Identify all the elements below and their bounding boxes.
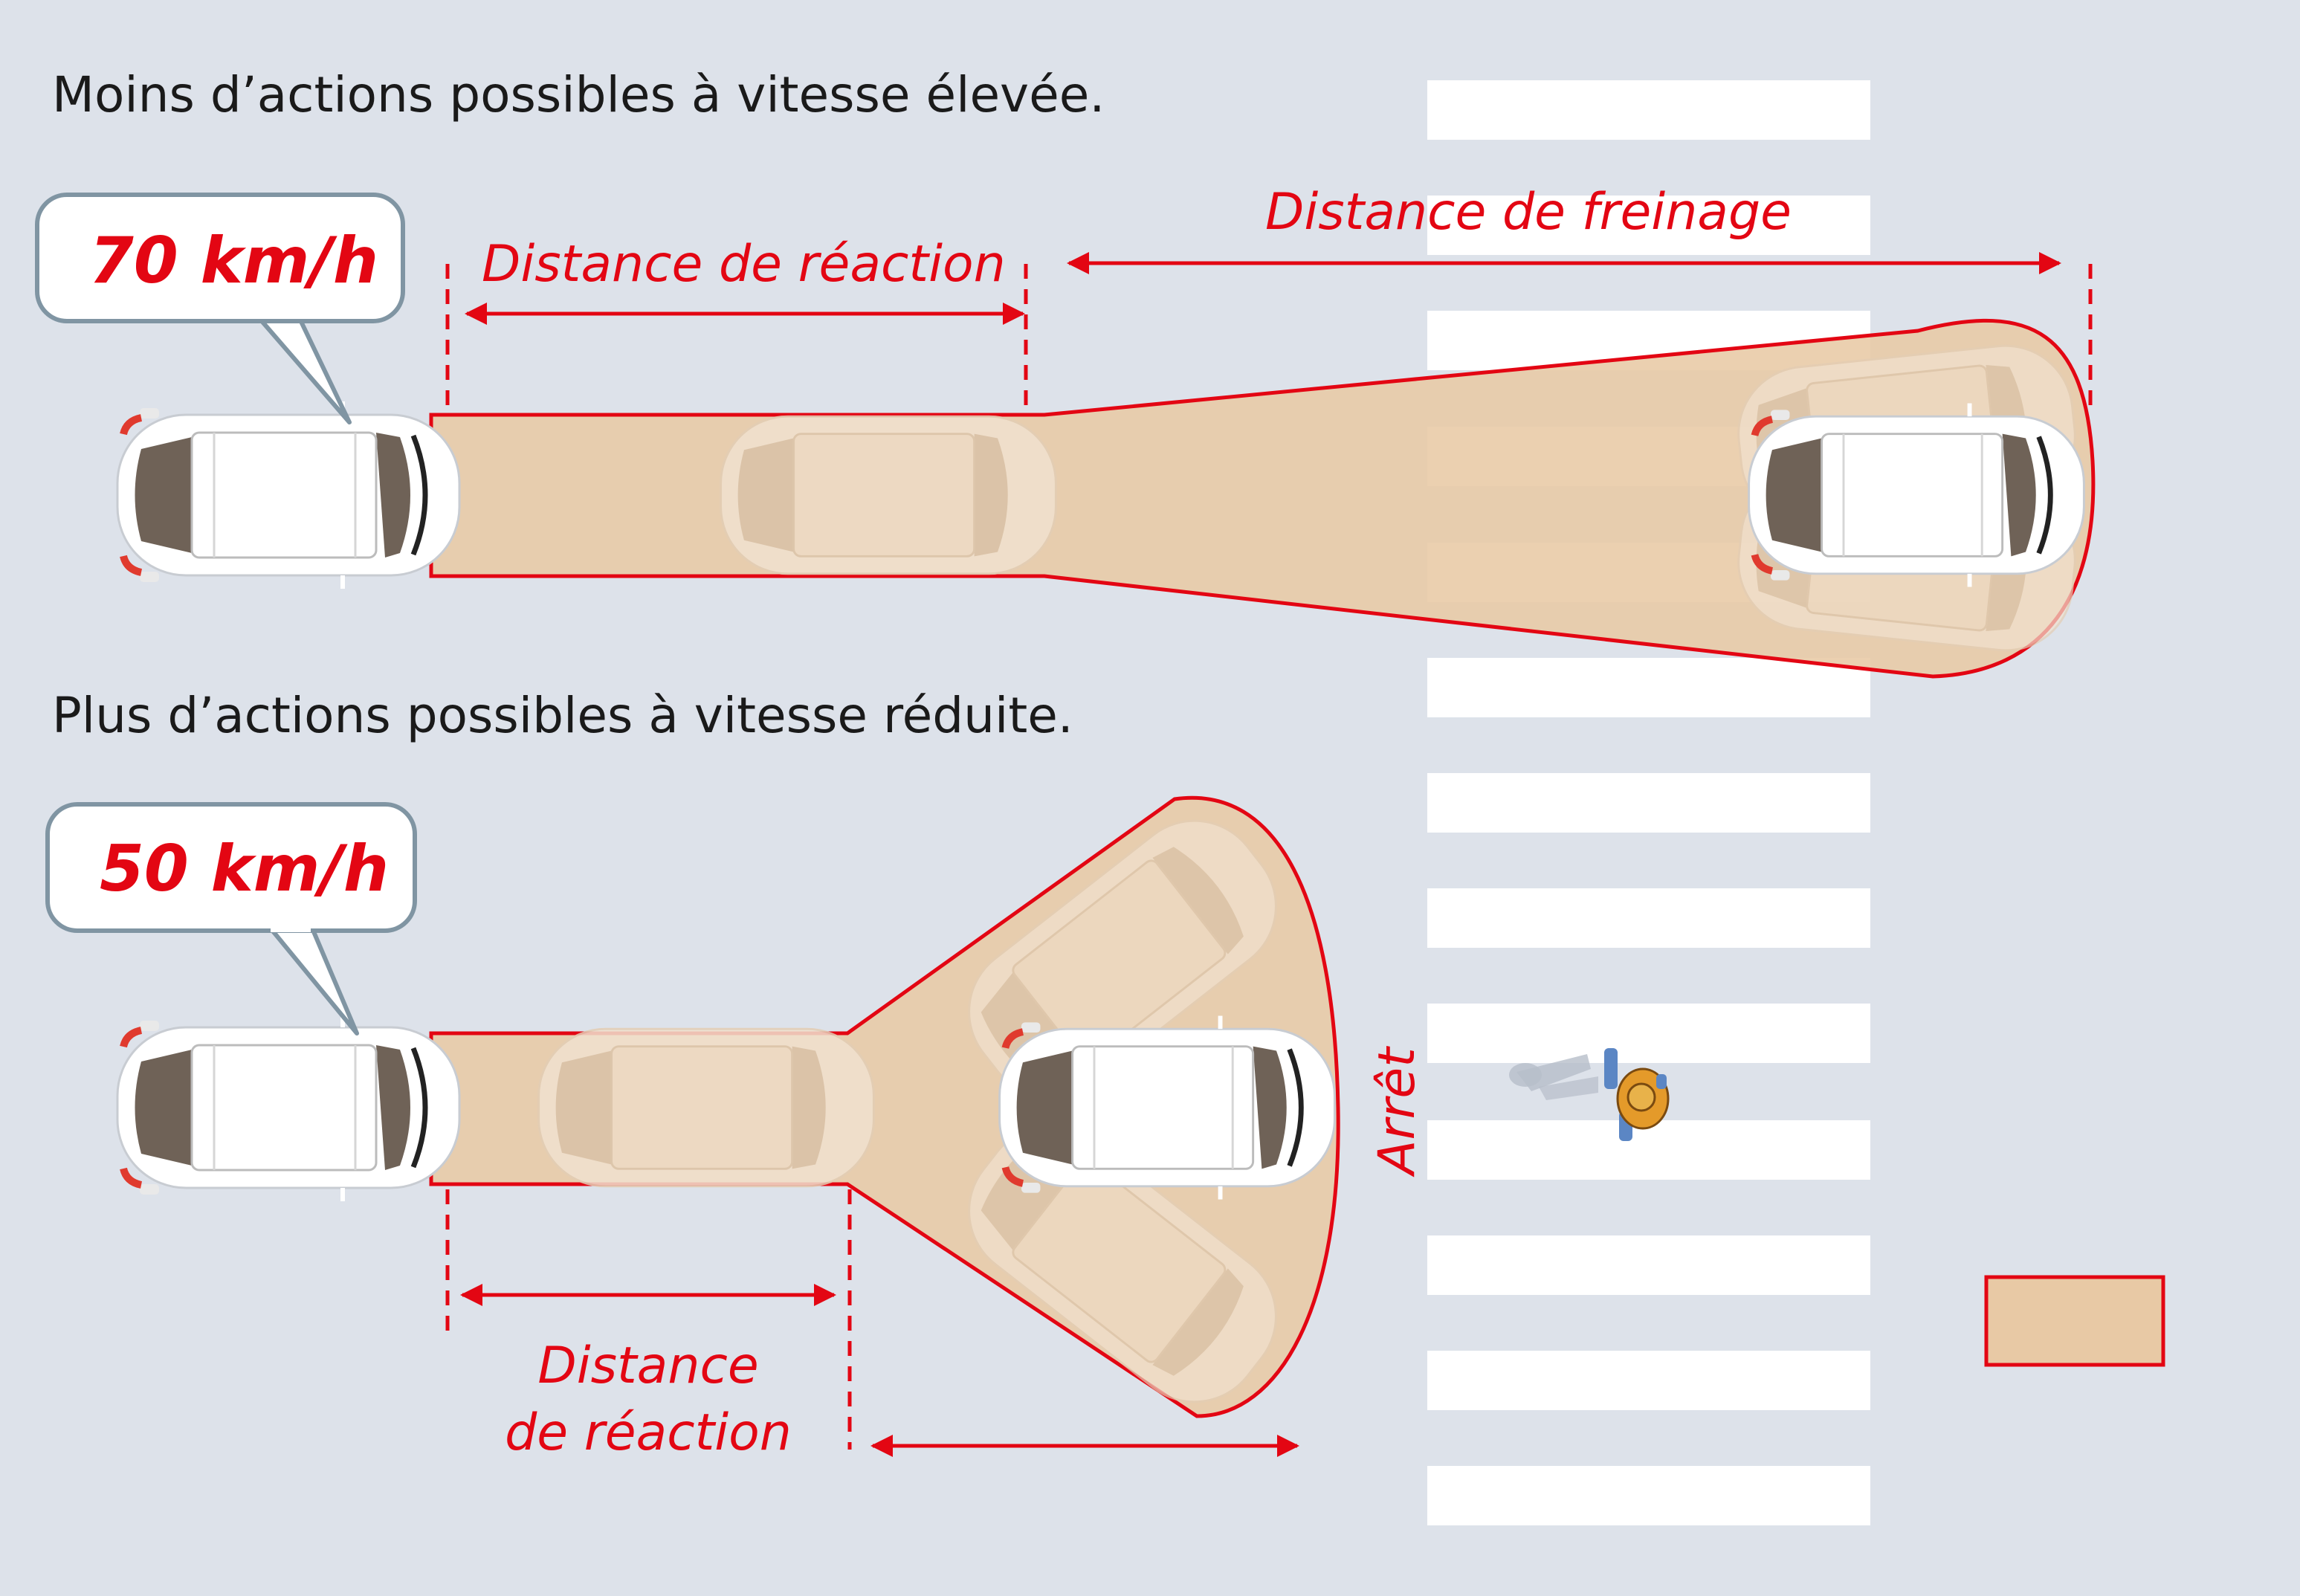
crosswalk-stripe [1427,196,1870,255]
car-fast [117,401,459,589]
ghost-car [720,415,1057,575]
crosswalk-stripe [1427,1004,1870,1063]
legend-swatch-stopping-zone [1984,1275,2165,1367]
crosswalk-stripe [1427,1120,1870,1180]
speed-bubble-slow [45,802,417,1036]
pedestrian-icon [1509,1048,1670,1141]
speed-bubble-fast [35,193,405,424]
crosswalk-stripe [1427,888,1870,948]
reaction-distance-label-fast: Distance de réaction [482,235,1006,294]
reaction-distance-label-slow-line2: de réaction [505,1403,792,1462]
stopping-zone-fast [429,318,2096,679]
stop-label: Arrêt [1368,1046,1427,1177]
speed-label-fast: 70 km/h [89,224,378,298]
crosswalk-stripe [1427,658,1870,717]
car-stopped-fast [1749,404,2084,587]
heading-slow: Plus d’actions possibles à vitesse rédui… [52,687,1073,744]
reaction-distance-label-slow-line1: Distance [537,1337,758,1395]
heading-fast: Moins d’actions possibles à vitesse élev… [52,66,1105,123]
car-stopped-slow [1000,1016,1335,1200]
braking-distance-label: Distance de freinage [1265,183,1792,242]
speed-label-slow: 50 km/h [100,832,389,906]
crosswalk-stripe [1427,1235,1870,1295]
crosswalk-stripe [1427,1351,1870,1410]
car-slow [117,1014,459,1201]
crosswalk-stripe [1427,773,1870,833]
crosswalk-stripe [1427,1466,1870,1525]
crosswalk-stripe [1427,80,1870,140]
ghost-car [537,1027,875,1188]
